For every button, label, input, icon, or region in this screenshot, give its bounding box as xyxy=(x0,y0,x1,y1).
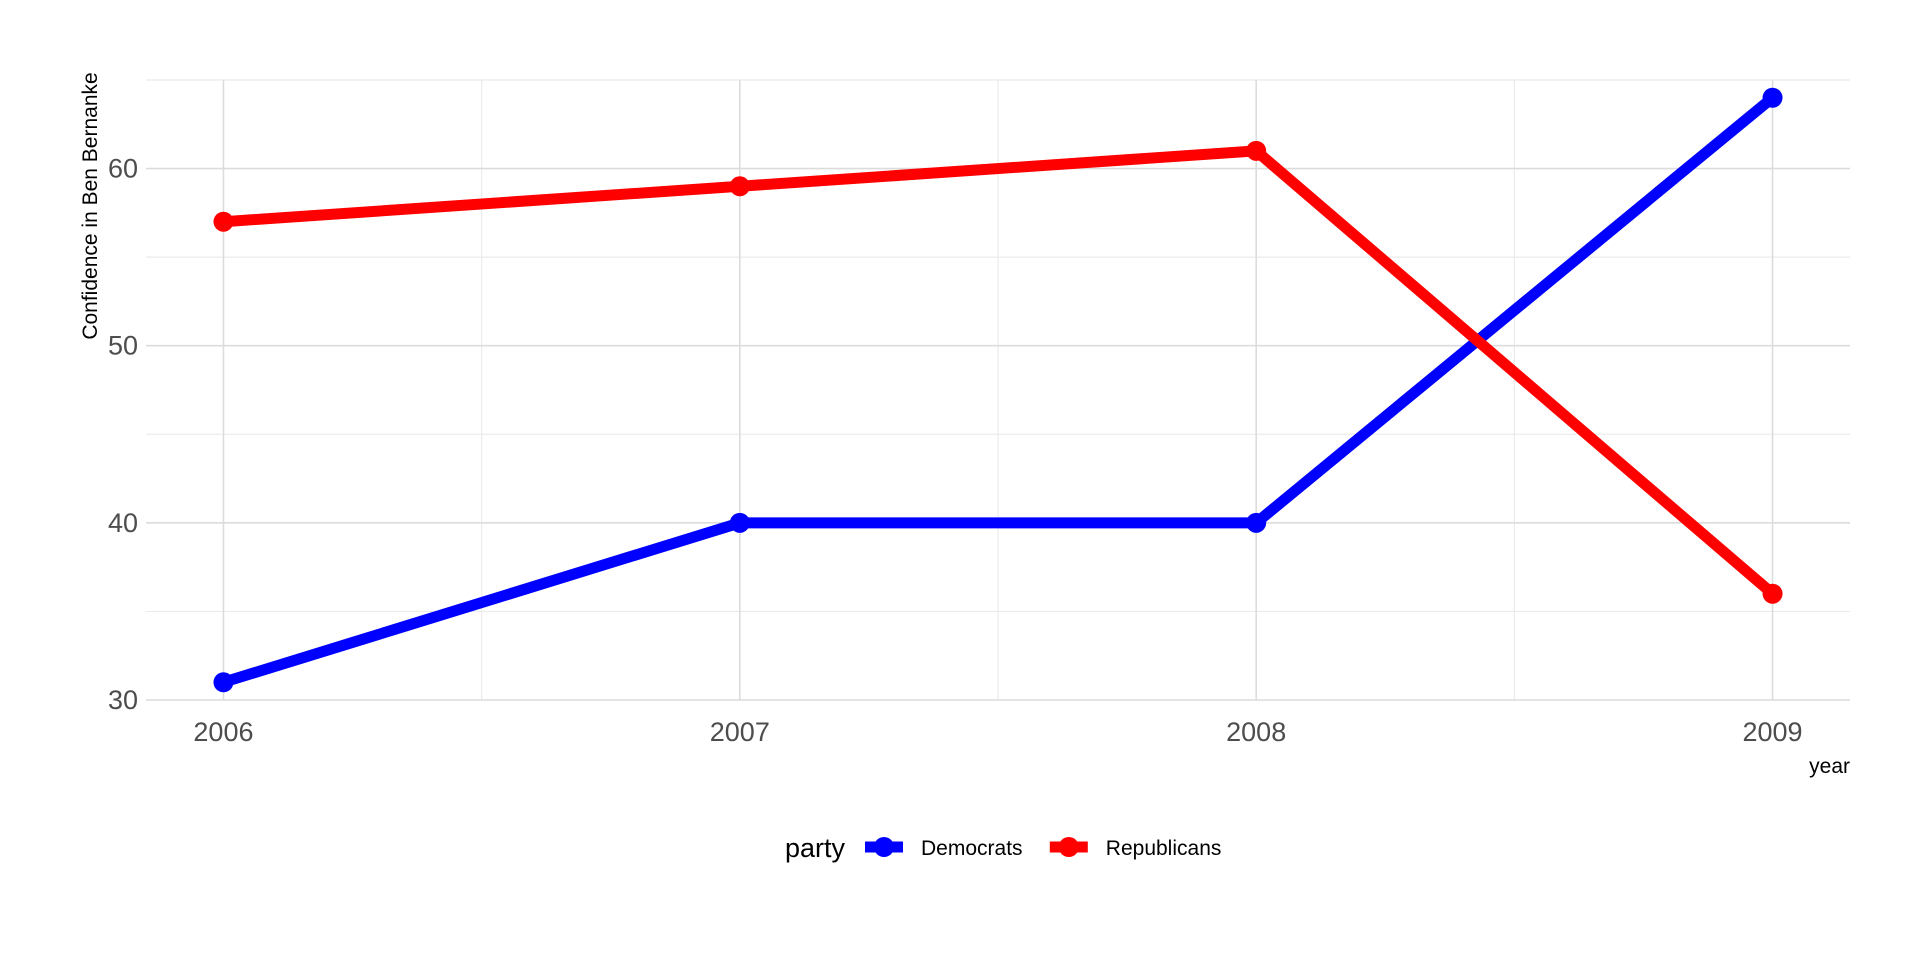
legend-label-democrats: Democrats xyxy=(921,837,1023,860)
x-tick-label: 2008 xyxy=(1226,717,1286,747)
legend-title: party xyxy=(785,833,846,863)
legend-label-republicans: Republicans xyxy=(1106,837,1222,860)
x-tick-label: 2006 xyxy=(193,717,253,747)
y-tick-label: 40 xyxy=(108,508,138,538)
tick-labels: 30 40 50 60 2006 2007 2008 2009 xyxy=(108,154,1803,747)
x-axis-title: year xyxy=(1809,755,1850,778)
data-point-republicans xyxy=(729,176,750,197)
data-point-democrats xyxy=(729,512,750,533)
y-tick-label: 50 xyxy=(108,331,138,361)
y-axis-title: Confidence in Ben Bernanke xyxy=(79,72,102,339)
legend-key-point-republicans xyxy=(1058,837,1079,857)
data-point-republicans xyxy=(213,211,234,232)
data-point-democrats xyxy=(213,672,234,693)
series-line-democrats xyxy=(221,93,1777,688)
series xyxy=(213,87,1783,693)
data-point-democrats xyxy=(1762,87,1783,108)
y-tick-label: 30 xyxy=(108,685,138,715)
x-tick-label: 2007 xyxy=(710,717,770,747)
series-line-republicans xyxy=(223,145,1777,598)
legend: party Democrats Republicans xyxy=(785,833,1221,863)
data-point-republicans xyxy=(1246,140,1267,161)
y-tick-label: 60 xyxy=(108,154,138,184)
legend-key-point-democrats xyxy=(874,837,894,857)
data-point-republicans xyxy=(1762,583,1783,604)
data-point-democrats xyxy=(1246,512,1267,533)
x-tick-label: 2009 xyxy=(1743,717,1803,747)
